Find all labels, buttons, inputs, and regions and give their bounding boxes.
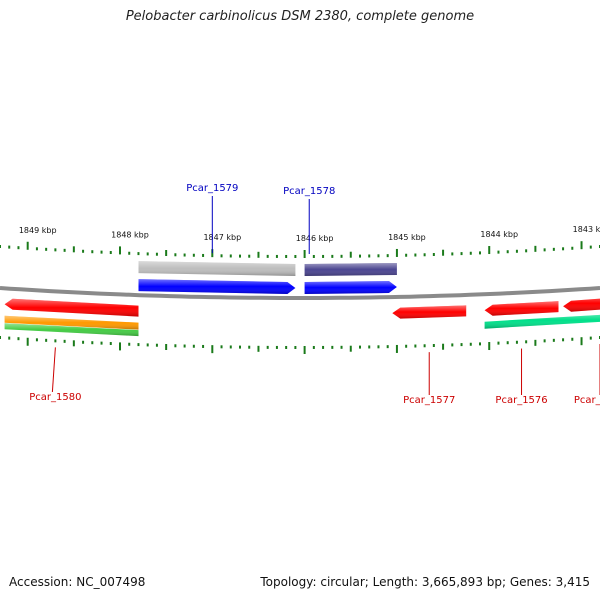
- scale-ticks-top: [0, 241, 600, 258]
- tick-label: 1847 kbp: [203, 233, 241, 242]
- scale-ticks-bottom: [0, 336, 600, 354]
- feature-shading: [392, 305, 467, 319]
- topology-label: Topology: circular; Length: 3,665,893 bp…: [260, 575, 590, 589]
- tick-label: 1849 kbp: [19, 226, 57, 235]
- feature-shading: [4, 323, 139, 337]
- gene-label: Pcar_1575: [574, 395, 600, 406]
- tick-label: 1843 kbp: [573, 225, 600, 234]
- feature-f12[interactable]: [484, 312, 600, 329]
- gene-label: Pcar_1579: [186, 183, 238, 194]
- gene-callout[interactable]: Pcar_1577: [403, 352, 455, 406]
- feature-shading: [304, 281, 397, 294]
- feature-shading: [484, 301, 559, 316]
- feature-tracks: [4, 261, 600, 337]
- feature-f10[interactable]: [484, 301, 559, 316]
- feature-f8[interactable]: [304, 263, 397, 276]
- feature-f7[interactable]: [304, 281, 397, 294]
- tick-label: 1844 kbp: [480, 230, 518, 239]
- feature-shading: [4, 298, 139, 317]
- feature-f6[interactable]: [138, 261, 296, 276]
- scale-tick-labels: 1849 kbp 1848 kbp 1847 kbp 1846 kbp 1845 kbp…: [19, 225, 600, 243]
- gene-label: Pcar_1578: [283, 186, 335, 197]
- feature-f9[interactable]: [392, 305, 467, 319]
- tick-label: 1845 kbp: [388, 233, 426, 242]
- genome-backbone: [0, 286, 600, 300]
- feature-shading: [4, 315, 139, 330]
- gene-callout[interactable]: Pcar_1580: [29, 347, 81, 403]
- feature-shading: [138, 261, 296, 276]
- accession-label: Accession: NC_007498: [9, 575, 146, 589]
- gene-callout[interactable]: Pcar_1579: [186, 183, 238, 254]
- gene-callout[interactable]: Pcar_1576: [495, 348, 548, 406]
- gene-callout[interactable]: Pcar_1578: [283, 186, 335, 254]
- gene-callout[interactable]: Pcar_1575: [574, 344, 600, 406]
- feature-shading: [138, 279, 296, 294]
- callout-line: [51, 347, 56, 393]
- gene-callouts: Pcar_1579 Pcar_1578 Pcar_1580 Pcar_1577 Pcar…: [29, 183, 600, 406]
- page-title: Pelobacter carbinolicus DSM 2380, comple…: [125, 9, 475, 24]
- feature-f2[interactable]: [4, 298, 139, 317]
- tick-label: 1848 kbp: [111, 230, 149, 239]
- feature-shading: [563, 298, 600, 312]
- feature-shading: [484, 314, 600, 329]
- feature-f5[interactable]: [138, 279, 296, 294]
- gene-label: Pcar_1580: [29, 392, 81, 403]
- feature-shading: [304, 263, 397, 276]
- gene-label: Pcar_1576: [495, 395, 547, 406]
- feature-f3[interactable]: [4, 315, 139, 330]
- tick-label: 1846 kbp: [296, 234, 334, 243]
- feature-f11[interactable]: [563, 295, 600, 312]
- gene-label: Pcar_1577: [403, 395, 455, 406]
- feature-f4[interactable]: [4, 323, 139, 337]
